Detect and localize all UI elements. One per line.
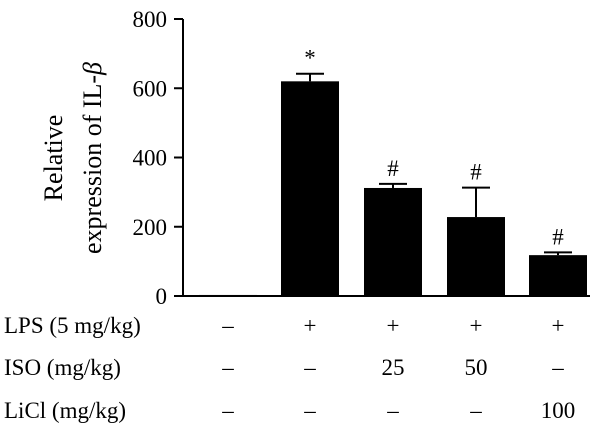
significance-marker: *: [304, 46, 316, 71]
y-axis-label-line2: expression of IL-β: [78, 62, 107, 254]
condition-value: –: [386, 398, 399, 423]
y-tick-label: 200: [133, 215, 168, 240]
significance-marker: #: [387, 156, 399, 181]
condition-value: +: [387, 313, 400, 338]
y-tick-label: 600: [133, 76, 168, 101]
condition-row: LPS (5 mg/kg) – + + + +: [4, 313, 564, 338]
y-axis-label-line1: Relative: [39, 115, 68, 202]
y-tick-label: 800: [133, 7, 168, 32]
condition-table: LPS (5 mg/kg) – + + + +ISO (mg/kg) – –25 50 –LiCl…: [4, 313, 575, 423]
bars-group: * # # #: [183, 46, 590, 297]
condition-row: ISO (mg/kg) – – 25 50 –: [4, 355, 564, 380]
y-tick-label: 0: [156, 284, 168, 309]
condition-label: ISO (mg/kg): [4, 355, 121, 380]
condition-value: +: [552, 313, 565, 338]
bar: [281, 81, 339, 296]
condition-row: LiCl (mg/kg) – – – – 100: [4, 398, 575, 423]
condition-value: 100: [541, 398, 576, 423]
y-axis-label: Relative expression of IL-β: [39, 62, 107, 254]
bar: [364, 187, 422, 296]
condition-value: –: [551, 355, 564, 380]
bar: [529, 255, 587, 296]
condition-value: +: [304, 313, 317, 338]
y-axis-label-beta-symbol: β: [78, 62, 107, 76]
condition-value: –: [221, 398, 234, 423]
condition-label: LPS (5 mg/kg): [4, 313, 141, 338]
condition-value: 25: [382, 355, 405, 380]
condition-value: +: [470, 313, 483, 338]
condition-label: LiCl (mg/kg): [4, 398, 126, 423]
bar: [447, 217, 505, 296]
condition-value: –: [469, 398, 482, 423]
y-axis: 0 200 400 600 800: [133, 7, 184, 309]
condition-value: –: [303, 398, 316, 423]
condition-value: –: [303, 355, 316, 380]
y-tick-label: 400: [133, 146, 168, 171]
condition-value: –: [221, 355, 234, 380]
significance-marker: #: [552, 224, 564, 249]
y-axis-label-prefix: expression of IL-: [78, 75, 107, 254]
condition-value: –: [221, 313, 234, 338]
condition-value: 50: [465, 355, 488, 380]
significance-marker: #: [470, 160, 482, 185]
